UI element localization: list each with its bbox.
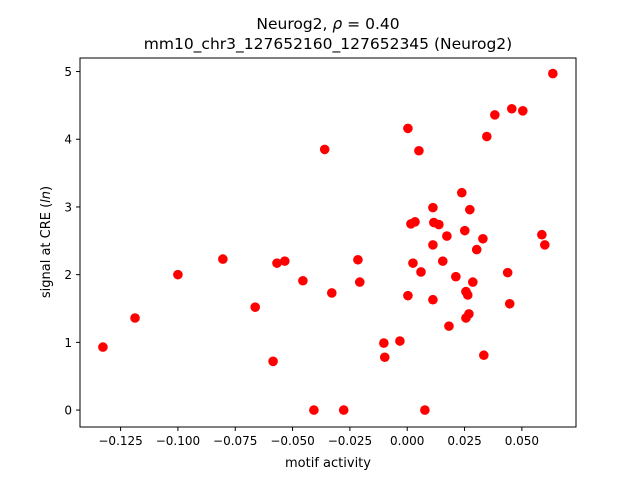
x-axis-label: motif activity	[285, 456, 371, 471]
data-point	[403, 290, 413, 301]
y-axis-ticks: 0 1 2 3 4 5	[64, 65, 80, 418]
y-tick-label: 3	[64, 200, 72, 214]
chart-title-line1: Neurog2, ρ = 0.40	[256, 15, 399, 33]
data-point	[218, 254, 228, 264]
data-point	[442, 231, 452, 241]
data-point	[481, 131, 492, 142]
y-axis-label: signal at CRE (ln)	[39, 186, 54, 298]
data-point	[98, 342, 108, 352]
data-point	[548, 68, 558, 79]
plot-frame	[79, 57, 577, 428]
data-point	[478, 233, 488, 244]
data-points	[98, 68, 558, 415]
data-point	[268, 356, 278, 367]
y-tick-label: 1	[64, 336, 72, 350]
data-point	[298, 275, 308, 286]
data-point	[504, 298, 515, 309]
data-point	[173, 269, 183, 280]
data-point	[279, 256, 290, 266]
data-point	[379, 352, 390, 363]
data-point	[471, 244, 482, 255]
data-point	[459, 225, 470, 236]
y-tick-label: 4	[64, 133, 72, 147]
data-point	[272, 258, 282, 268]
y-tick-label: 5	[64, 65, 72, 79]
x-tick-label: −0.125	[98, 434, 142, 448]
data-point	[468, 277, 478, 287]
data-point	[490, 110, 500, 120]
x-tick-label: −0.025	[328, 434, 372, 448]
data-point	[464, 309, 474, 319]
y-tick-label: 0	[64, 404, 72, 418]
data-point	[309, 405, 319, 415]
x-tick-label: 0.050	[505, 434, 539, 448]
x-tick-label: 0.000	[390, 434, 424, 448]
data-point	[479, 350, 489, 361]
data-point	[414, 145, 424, 156]
data-point	[250, 302, 260, 312]
data-point	[428, 202, 438, 213]
x-tick-label: 0.025	[447, 434, 481, 448]
data-point	[354, 277, 365, 287]
data-point	[537, 229, 547, 240]
data-point	[379, 338, 389, 348]
data-point	[451, 271, 461, 282]
data-point	[410, 217, 420, 227]
data-point	[506, 103, 517, 114]
data-point	[517, 106, 528, 116]
data-point	[408, 258, 418, 268]
data-point	[338, 405, 349, 415]
data-point	[437, 256, 448, 266]
x-axis-ticks: −0.125 −0.100 −0.075 −0.050 −0.025 0.000 0.025…	[98, 427, 539, 448]
data-point	[403, 123, 413, 134]
data-point	[326, 288, 337, 298]
data-point	[428, 240, 438, 250]
data-point	[462, 290, 473, 300]
chart-title-line2: mm10_chr3_127652160_127652345 (Neurog2)	[144, 35, 512, 54]
data-point	[395, 336, 405, 346]
data-point	[540, 240, 550, 250]
x-tick-label: −0.050	[270, 434, 314, 448]
data-point	[420, 405, 430, 415]
x-tick-label: −0.075	[213, 434, 257, 448]
data-point	[319, 144, 330, 155]
data-point	[130, 313, 140, 323]
data-point	[457, 187, 467, 198]
data-point	[465, 204, 475, 215]
data-point	[428, 294, 438, 305]
data-point	[444, 321, 454, 331]
data-point	[434, 219, 444, 230]
data-point	[416, 267, 426, 277]
data-point	[502, 267, 513, 278]
data-point	[353, 254, 363, 265]
x-tick-label: −0.100	[156, 434, 200, 448]
y-tick-label: 2	[64, 268, 72, 282]
